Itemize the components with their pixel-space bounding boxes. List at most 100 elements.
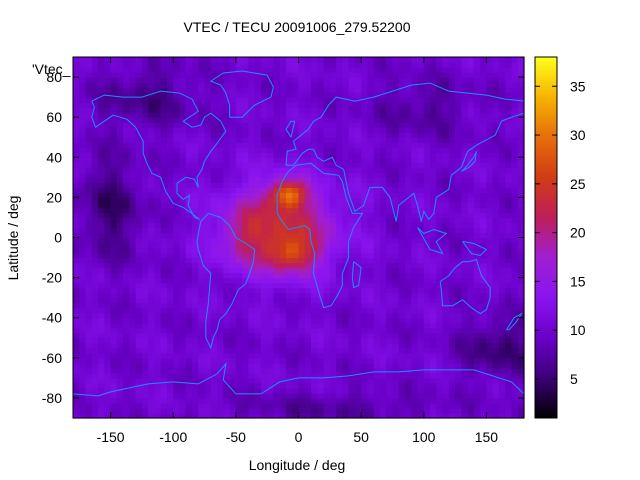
heatmap-cell <box>229 207 237 214</box>
heatmap-cell <box>448 297 456 304</box>
heatmap-cell <box>386 342 394 349</box>
heatmap-cell <box>141 162 149 168</box>
heatmap-cell <box>285 157 293 163</box>
heatmap-cell <box>517 122 525 128</box>
heatmap-cell <box>480 157 488 163</box>
heatmap-cell <box>311 197 318 203</box>
heatmap-cell <box>192 342 199 349</box>
heatmap-cell <box>379 402 387 409</box>
heatmap-cell <box>367 207 375 214</box>
heatmap-cell <box>91 92 99 98</box>
heatmap-cell <box>392 412 400 419</box>
heatmap-cell <box>430 167 437 173</box>
heatmap-cell <box>198 152 206 158</box>
heatmap-cell <box>498 402 506 409</box>
heatmap-cell <box>260 77 268 83</box>
heatmap-cell <box>229 257 237 264</box>
heatmap-cell <box>179 102 187 108</box>
heatmap-cell <box>411 117 419 123</box>
heatmap-cell <box>404 207 412 214</box>
heatmap-cell <box>517 377 525 384</box>
heatmap-cell <box>135 297 143 304</box>
heatmap-cell <box>511 412 519 419</box>
heatmap-cell <box>123 267 130 274</box>
heatmap-cell <box>430 372 437 379</box>
heatmap-cell <box>505 167 513 173</box>
heatmap-cell <box>292 322 300 329</box>
heatmap-cell <box>417 242 425 249</box>
heatmap-cell <box>129 92 137 98</box>
heatmap-cell <box>298 402 306 409</box>
heatmap-cell <box>411 302 419 309</box>
heatmap-cell <box>185 352 193 359</box>
heatmap-cell <box>129 67 137 73</box>
heatmap-cell <box>210 72 218 78</box>
heatmap-cell <box>304 117 312 123</box>
heatmap-cell <box>160 287 168 294</box>
heatmap-cell <box>329 252 337 259</box>
heatmap-cell <box>79 352 87 359</box>
heatmap-cell <box>517 352 525 359</box>
heatmap-cell <box>204 252 212 259</box>
heatmap-cell <box>436 312 444 319</box>
heatmap-cell <box>248 197 256 203</box>
heatmap-cell <box>354 297 362 304</box>
heatmap-cell <box>179 132 187 138</box>
heatmap-cell <box>304 262 312 269</box>
heatmap-cell <box>129 222 137 229</box>
heatmap-cell <box>198 242 206 249</box>
heatmap-cell <box>367 347 375 354</box>
heatmap-cell <box>354 187 362 193</box>
heatmap-cell <box>317 222 325 229</box>
heatmap-cell <box>160 252 168 259</box>
heatmap-cell <box>311 307 318 314</box>
heatmap-cell <box>248 77 256 83</box>
heatmap-cell <box>348 252 356 259</box>
heatmap-cell <box>467 122 475 128</box>
heatmap-cell <box>91 87 99 93</box>
heatmap-cell <box>373 207 381 214</box>
heatmap-cell <box>185 77 193 83</box>
heatmap-cell <box>223 132 231 138</box>
heatmap-cell <box>217 217 224 224</box>
heatmap-cell <box>79 282 87 289</box>
heatmap-cell <box>492 157 500 163</box>
heatmap-cell <box>398 362 406 369</box>
heatmap-cell <box>361 402 368 409</box>
heatmap-cell <box>223 367 231 374</box>
heatmap-cell <box>292 157 300 163</box>
heatmap-cell <box>185 262 193 269</box>
heatmap-cell <box>260 387 268 394</box>
heatmap-cell <box>517 327 525 334</box>
heatmap-cell <box>517 362 525 369</box>
heatmap-cell <box>361 107 368 113</box>
heatmap-cell <box>267 342 275 349</box>
heatmap-cell <box>204 392 212 399</box>
heatmap-cell <box>173 352 181 359</box>
heatmap-cell <box>304 367 312 374</box>
heatmap-cell <box>423 282 431 289</box>
heatmap-cell <box>329 192 337 198</box>
heatmap-cell <box>361 72 368 78</box>
heatmap-cell <box>273 177 281 183</box>
heatmap-cell <box>248 247 256 254</box>
heatmap-cell <box>129 412 137 419</box>
heatmap-cell <box>79 137 87 143</box>
heatmap-cell <box>329 322 337 329</box>
heatmap-cell <box>430 352 437 359</box>
heatmap-cell <box>73 142 80 148</box>
heatmap-cell <box>129 237 137 244</box>
heatmap-cell <box>498 77 506 83</box>
heatmap-cell <box>348 287 356 294</box>
heatmap-cell <box>373 277 381 284</box>
heatmap-cell <box>273 257 281 264</box>
heatmap-cell <box>223 277 231 284</box>
heatmap-cell <box>242 107 249 113</box>
heatmap-cell <box>392 332 400 339</box>
heatmap-cell <box>486 407 494 414</box>
heatmap-cell <box>179 407 187 414</box>
heatmap-cell <box>298 407 306 414</box>
heatmap-cell <box>386 117 394 123</box>
heatmap-cell <box>298 272 306 279</box>
heatmap-cell <box>148 197 156 203</box>
